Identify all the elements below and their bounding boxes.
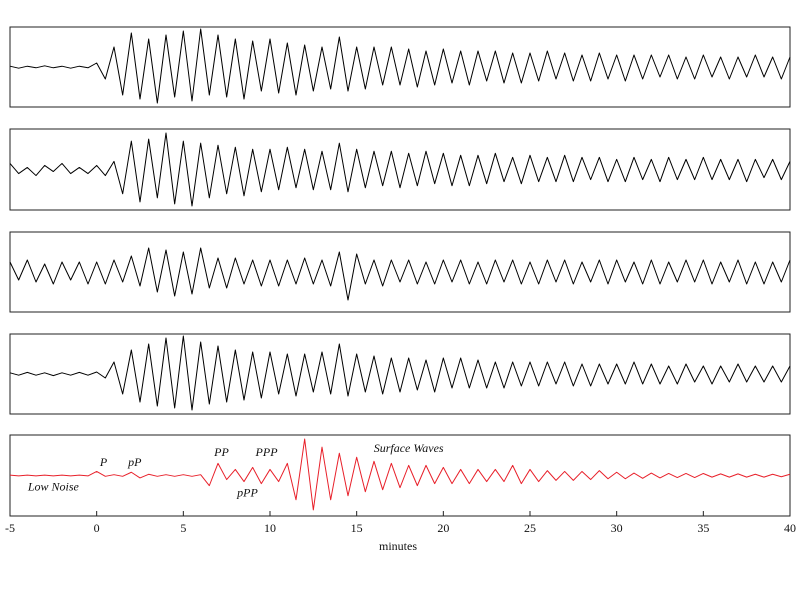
annotation: Low Noise xyxy=(27,479,80,493)
x-tick-label: 40 xyxy=(784,521,796,535)
trace xyxy=(9,438,791,511)
trace xyxy=(9,132,791,207)
annotation: P xyxy=(99,455,108,469)
panel-frame xyxy=(9,26,791,108)
x-tick-label: 0 xyxy=(94,521,100,535)
trace xyxy=(9,247,791,301)
annotation: Surface Waves xyxy=(374,441,444,455)
x-tick-label: 35 xyxy=(697,521,709,535)
trace xyxy=(9,28,791,104)
x-tick-label: 30 xyxy=(611,521,623,535)
annotation: pP xyxy=(127,455,142,469)
panel-frame xyxy=(9,231,791,313)
annotation: PP xyxy=(213,445,229,459)
trace xyxy=(9,335,791,411)
x-tick-label: 5 xyxy=(180,521,186,535)
x-tick-label: 20 xyxy=(437,521,449,535)
x-tick-label: 15 xyxy=(351,521,363,535)
x-tick-label: -5 xyxy=(5,521,15,535)
annotation: PPP xyxy=(255,445,279,459)
x-tick-label: 10 xyxy=(264,521,276,535)
x-tick-label: 25 xyxy=(524,521,536,535)
x-axis-label: minutes xyxy=(379,539,417,553)
panel-frame xyxy=(9,128,791,211)
panel-frame xyxy=(9,333,791,415)
annotation: pPP xyxy=(236,485,258,499)
